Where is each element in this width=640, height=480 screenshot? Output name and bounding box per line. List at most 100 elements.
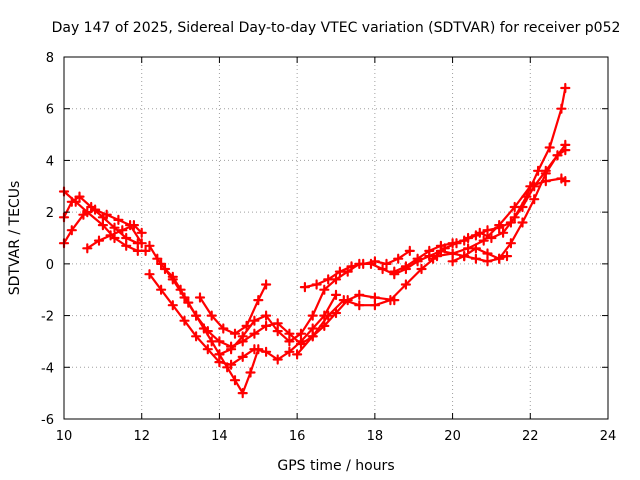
data-point [478,235,489,246]
data-point [206,310,217,321]
chart-title: Day 147 of 2025, Sidereal Day-to-day VTE… [52,20,621,36]
series-track-10 [299,245,415,293]
data-point [494,253,505,264]
data-point [498,227,509,238]
data-point [299,282,310,293]
data-point [533,165,544,176]
data-point [552,150,563,161]
data-point [323,274,334,285]
data-point [381,258,392,269]
data-point [482,256,493,267]
data-point [226,344,237,355]
data-point [295,328,307,339]
data-point [128,220,139,231]
data-point [167,300,178,311]
data-point [113,214,124,225]
data-point [463,243,474,254]
data-point [121,232,132,244]
data-point [202,344,213,355]
data-point [439,243,450,254]
data-point [330,307,342,319]
data-point [167,274,178,285]
data-point [272,326,283,337]
data-point [338,295,349,306]
data-point [179,315,190,326]
y-axis-label: SDTVAR / TECUs [7,181,23,296]
x-tick-label: 14 [211,429,228,444]
data-point [517,217,528,228]
data-point [101,209,112,220]
data-point [424,245,435,256]
data-point [447,256,458,267]
data-point [237,388,248,399]
data-point [369,256,380,267]
data-point [295,338,307,350]
data-point [501,251,513,262]
x-tick-label: 20 [444,429,461,444]
data-point [416,263,427,275]
grid-lines [64,57,608,419]
data-point [354,289,365,300]
y-tick-label: 6 [46,103,54,118]
y-tick-label: 2 [46,206,54,221]
y-tick-label: -2 [41,310,54,325]
data-point [229,375,241,386]
data-point [560,145,571,156]
x-tick-label: 16 [289,429,306,444]
data-point [400,261,411,272]
data-point [377,263,388,275]
data-point [505,238,516,249]
data-point [451,238,462,249]
data-point [358,258,369,269]
plot-frame [63,56,609,420]
data-point [117,225,128,236]
data-point [428,253,439,264]
data-series-group [58,82,571,399]
data-point [136,238,147,249]
data-point [66,225,77,236]
y-tick-label: 4 [46,154,54,169]
data-point [560,176,571,187]
data-point [346,261,357,272]
data-point [319,284,330,295]
data-point [82,243,93,254]
data-point [152,253,163,264]
data-point [284,346,295,357]
data-point [144,269,155,280]
data-point [463,232,474,244]
data-point [245,367,256,378]
data-point [249,328,260,339]
data-point [459,251,470,262]
x-tick-label: 12 [133,429,150,444]
data-point [311,279,322,290]
data-point [292,349,303,360]
data-point [482,248,493,259]
y-tick-label: -4 [41,361,54,376]
data-point [404,245,415,256]
data-point [109,222,120,233]
data-point [90,204,101,215]
data-point [272,318,283,329]
data-point [385,295,396,306]
data-point [334,266,345,277]
data-point [191,331,202,342]
data-point [261,346,272,357]
y-tick-label: 8 [46,51,54,66]
data-point [229,328,241,339]
data-point [307,331,318,342]
data-point [284,336,295,347]
data-point [474,227,485,238]
series-track-14 [447,145,571,267]
data-point [307,323,318,334]
data-point [307,310,318,321]
data-point [66,196,77,207]
data-point [330,289,342,300]
x-tick-label: 18 [367,429,384,444]
x-tick-label: 10 [56,429,73,444]
data-point [97,220,108,231]
data-point [105,230,116,241]
data-point [214,336,225,347]
data-point [529,194,540,205]
